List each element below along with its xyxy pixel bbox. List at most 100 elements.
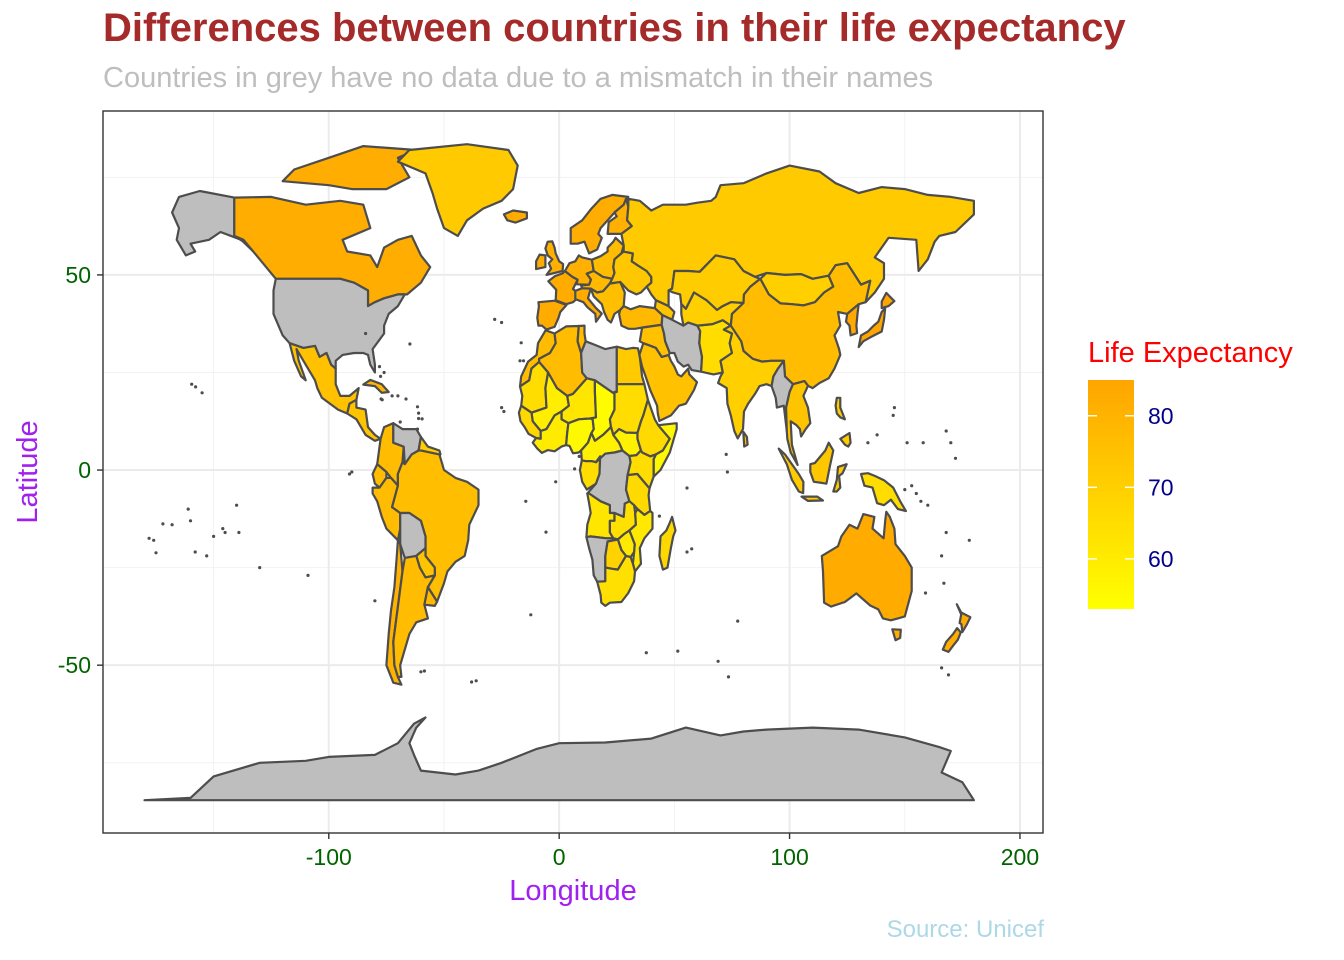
island-dot [892,406,897,410]
region-sri-lanka [742,430,749,448]
island-dot [726,675,731,679]
region-java [800,495,825,502]
island-dot [186,507,190,511]
island-dot [716,659,720,663]
island-dot [577,454,581,458]
island-dot [676,649,680,653]
island-dot [188,519,193,523]
island-dot [377,365,382,369]
island-dot [940,666,944,670]
x-tick-label: 0 [553,844,566,870]
region-hokkaido [880,291,896,310]
island-dot [364,331,368,336]
island-dot [946,673,951,677]
legend-colorbar [1088,380,1134,609]
region-madagascar [658,515,677,571]
island-dot [736,619,740,623]
y-axis-title: Latitude [12,420,44,523]
island-dot [373,599,377,603]
island-dot [644,651,648,655]
island-dot [529,613,533,617]
island-dot [420,417,424,421]
region-new-guinea [859,472,908,513]
island-dot [554,480,558,484]
island-dot [200,391,204,395]
region-australia [820,510,913,622]
island-dot [685,550,689,554]
chart-caption: Source: Unicef [886,916,1044,943]
island-dot [921,441,925,445]
island-dot [657,514,662,518]
region-argentina [392,554,436,679]
country-regions [143,143,976,802]
island-dot [524,499,528,503]
legend-tick-label: 80 [1148,403,1174,429]
island-dot [953,456,958,460]
y-tick-label: 50 [65,262,91,288]
x-axis-title: Longitude [509,875,636,907]
island-dot [500,406,504,410]
region-iberia [536,299,568,331]
island-dot [502,409,506,414]
region-indochina [784,380,812,467]
legend-tick-label: 60 [1148,546,1174,572]
island-dot [944,429,948,433]
region-iceland [502,209,529,224]
island-dot [237,530,241,535]
island-dot [221,527,225,531]
region-scandinavia [569,193,630,255]
region-korea-japan [844,303,860,337]
island-dot [415,405,420,409]
panel-border [102,110,1044,834]
legend-ticks: 60 70 80 [1088,403,1174,572]
y-tick-label: -50 [58,652,91,678]
x-tick-label: 100 [770,844,808,870]
region-tasmania [891,628,902,642]
region-new-zealand-south [941,626,962,654]
region-sulawesi [832,463,848,493]
island-dot [190,382,194,386]
y-tick-label: 0 [78,457,91,483]
island-dot [379,374,383,378]
island-dot [685,486,689,490]
island-dot [170,523,174,527]
region-italy [574,287,603,323]
island-dot [417,411,421,415]
island-dot [940,554,944,558]
island-dot [866,441,870,445]
region-cuba [362,378,390,394]
island-dot [398,420,402,424]
region-greenland [396,143,519,237]
chart-subtitle: Countries in grey have no data due to a … [103,62,934,94]
island-dot [347,472,352,476]
region-russia [620,164,976,308]
island-dot [518,359,522,363]
island-dot [573,467,577,471]
island-dot [350,470,354,474]
region-new-zealand-north [955,603,972,634]
island-dot [949,441,953,445]
region-japan [857,307,887,349]
region-south-africa [596,554,637,608]
island-dot [967,538,971,542]
island-dot [724,452,728,456]
region-canadian-arctic-islands [281,145,418,191]
region-mindanao [839,431,852,448]
island-dot [161,522,165,526]
island-dot [470,680,474,684]
island-dot [944,530,948,535]
island-dot [306,573,310,578]
island-dot [194,385,198,389]
legend-title: Life Expectancy [1088,337,1293,369]
legend-tick-label: 70 [1148,474,1174,500]
island-dot [417,416,421,421]
island-dot [725,470,730,474]
island-dot [919,499,923,503]
island-dot [903,488,907,492]
x-tick-label: -100 [306,844,352,870]
island-dot [390,394,394,398]
region-west-africa-coast [531,410,570,454]
legend: Life Expectancy 60 70 80 [1088,337,1293,609]
island-dot [205,554,209,558]
island-dot [408,342,412,346]
